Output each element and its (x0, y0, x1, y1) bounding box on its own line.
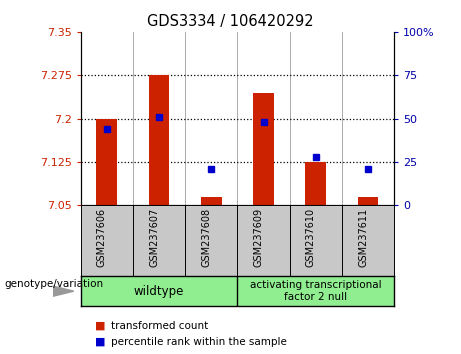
Text: GSM237611: GSM237611 (358, 207, 368, 267)
Text: GSM237608: GSM237608 (201, 207, 211, 267)
Bar (305, 162, 326, 205)
Text: GSM237610: GSM237610 (306, 207, 316, 267)
Text: GSM237609: GSM237609 (254, 207, 264, 267)
Bar (201, 196, 222, 205)
Text: transformed count: transformed count (111, 321, 208, 331)
Bar (148, 75, 170, 205)
Text: wildtype: wildtype (134, 285, 184, 298)
Text: activating transcriptional
factor 2 null: activating transcriptional factor 2 null (250, 280, 382, 302)
Text: genotype/variation: genotype/variation (5, 279, 104, 289)
Text: GSM237606: GSM237606 (97, 207, 107, 267)
Text: percentile rank within the sample: percentile rank within the sample (111, 337, 287, 347)
Bar (253, 92, 274, 205)
Bar (96, 119, 117, 205)
Polygon shape (53, 286, 74, 296)
Text: ■: ■ (95, 337, 105, 347)
Bar (358, 196, 378, 205)
Text: GSM237607: GSM237607 (149, 207, 159, 267)
Text: GDS3334 / 106420292: GDS3334 / 106420292 (147, 14, 314, 29)
Text: ■: ■ (95, 321, 105, 331)
